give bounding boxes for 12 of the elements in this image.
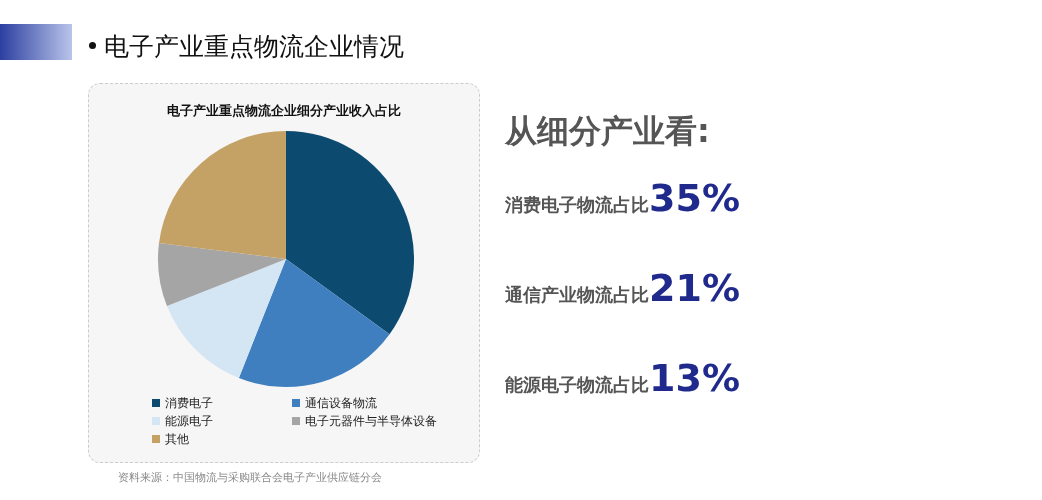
text: 资料来源：中国物流与采购联合会电子产业供应链分会 [118,470,382,485]
chart-title: 电子产业重点物流企业情况 [104,31,404,63]
legend-label: 能源电子 [165,414,213,428]
text: 从细分产业看: [505,111,711,152]
legend-label: 消费电子 [165,396,213,410]
text: 通信产业物流占比21% [505,266,741,312]
text: 消费电子物流占比35% [505,176,741,222]
chart-subtitle: 电子产业重点物流企业细分产业收入占比 [166,102,402,120]
legend-label: 其他 [165,432,189,446]
legend-label: 电子元器件与半导体设备 [305,414,437,428]
legend-label: 通信设备物流 [305,396,377,410]
text: 能源电子物流占比13% [505,356,741,402]
